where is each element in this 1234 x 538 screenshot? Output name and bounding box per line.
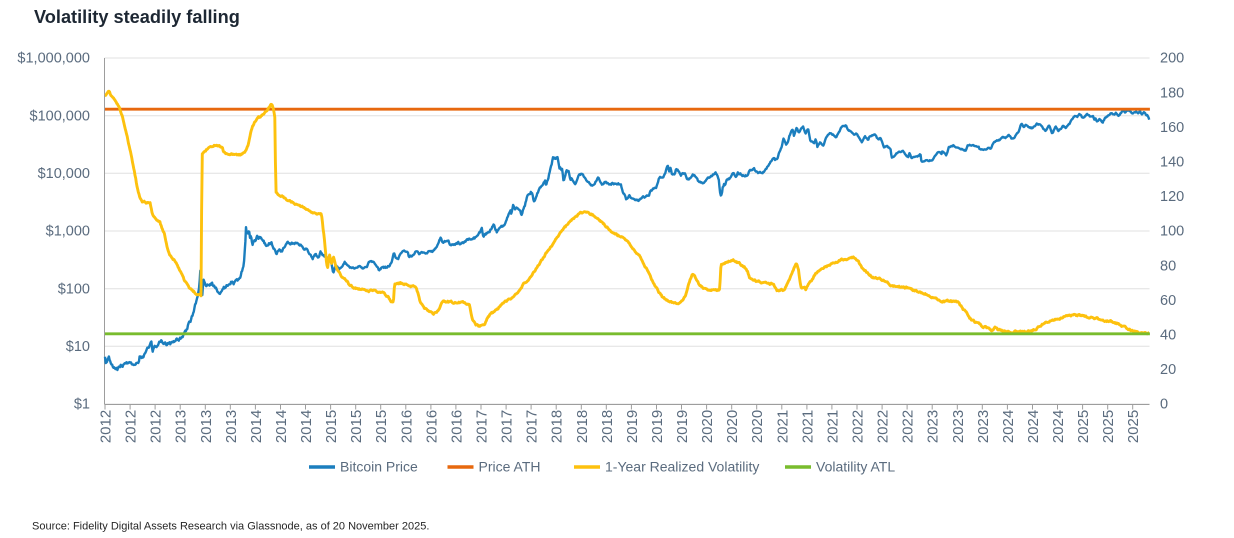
svg-text:2017: 2017 [474,410,491,443]
svg-text:2021: 2021 [799,410,816,443]
svg-text:2018: 2018 [574,410,591,443]
svg-text:$1,000,000: $1,000,000 [17,51,90,67]
svg-text:2019: 2019 [674,410,691,443]
svg-text:60: 60 [1160,293,1176,309]
svg-text:180: 180 [1160,85,1184,101]
svg-text:20: 20 [1160,362,1176,378]
svg-text:$100: $100 [58,281,90,297]
svg-text:$10,000: $10,000 [38,166,90,182]
svg-text:2025: 2025 [1125,410,1142,443]
svg-text:2022: 2022 [850,410,867,443]
svg-text:2017: 2017 [524,410,541,443]
svg-text:80: 80 [1160,258,1176,274]
svg-text:2024: 2024 [1025,410,1042,443]
svg-text:2023: 2023 [950,410,967,443]
svg-text:2016: 2016 [448,410,465,443]
svg-text:2025: 2025 [1075,410,1092,443]
svg-text:2015: 2015 [323,410,340,443]
svg-text:200: 200 [1160,51,1184,67]
svg-text:2015: 2015 [348,410,365,443]
svg-text:$1: $1 [74,397,90,413]
svg-text:Volatility steadily falling: Volatility steadily falling [34,7,240,27]
svg-text:2012: 2012 [98,410,115,443]
svg-text:2022: 2022 [875,410,892,443]
svg-text:2018: 2018 [549,410,566,443]
svg-text:2019: 2019 [624,410,641,443]
svg-text:2015: 2015 [373,410,390,443]
svg-text:2022: 2022 [900,410,917,443]
svg-text:2024: 2024 [1050,410,1067,443]
svg-text:2024: 2024 [1000,410,1017,443]
svg-text:2012: 2012 [123,410,140,443]
svg-text:2016: 2016 [398,410,415,443]
svg-text:120: 120 [1160,189,1184,205]
svg-text:2012: 2012 [148,410,165,443]
svg-text:2019: 2019 [649,410,666,443]
svg-text:2014: 2014 [273,410,290,443]
svg-text:2021: 2021 [824,410,841,443]
svg-text:2013: 2013 [173,410,190,443]
svg-text:2014: 2014 [298,410,315,443]
svg-text:140: 140 [1160,155,1184,171]
svg-text:2013: 2013 [223,410,240,443]
svg-text:2013: 2013 [198,410,215,443]
svg-text:Source: Fidelity Digital Asset: Source: Fidelity Digital Assets Research… [32,521,429,533]
svg-text:2023: 2023 [975,410,992,443]
svg-text:Price ATH: Price ATH [479,459,541,475]
svg-text:$1,000: $1,000 [46,224,90,240]
svg-text:2020: 2020 [724,410,741,443]
svg-text:2023: 2023 [925,410,942,443]
svg-text:160: 160 [1160,120,1184,136]
svg-text:2017: 2017 [499,410,516,443]
svg-text:40: 40 [1160,328,1176,344]
svg-text:2025: 2025 [1100,410,1117,443]
svg-text:2016: 2016 [423,410,440,443]
svg-text:Volatility ATL: Volatility ATL [816,459,895,475]
svg-text:100: 100 [1160,224,1184,240]
svg-text:$10: $10 [66,339,90,355]
svg-text:0: 0 [1160,397,1168,413]
svg-text:1-Year Realized Volatility: 1-Year Realized Volatility [605,459,759,475]
svg-text:2018: 2018 [599,410,616,443]
svg-text:2014: 2014 [248,410,265,443]
svg-text:2021: 2021 [774,410,791,443]
svg-text:2020: 2020 [749,410,766,443]
svg-text:Bitcoin Price: Bitcoin Price [340,459,418,475]
svg-text:$100,000: $100,000 [30,108,90,124]
svg-text:2020: 2020 [699,410,716,443]
